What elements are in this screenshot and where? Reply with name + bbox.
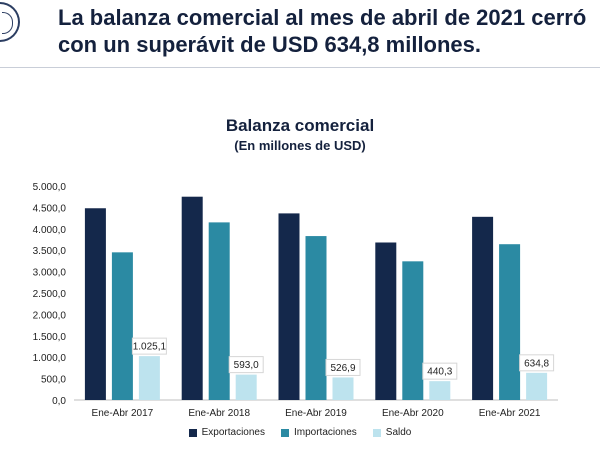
bar-exportaciones bbox=[84, 208, 106, 400]
bar-saldo bbox=[235, 374, 257, 400]
y-tick-label: 2.000,0 bbox=[33, 310, 67, 321]
y-tick-label: 5.000,0 bbox=[33, 182, 67, 193]
bar-importaciones bbox=[111, 252, 133, 400]
x-tick-label: Ene-Abr 2019 bbox=[285, 408, 347, 419]
bar-exportaciones bbox=[278, 213, 300, 400]
y-tick-label: 3.500,0 bbox=[33, 246, 67, 257]
y-tick-label: 0,0 bbox=[52, 396, 66, 407]
legend-item-saldo: Saldo bbox=[372, 427, 412, 438]
data-label: 526,9 bbox=[330, 363, 355, 374]
x-tick-label: Ene-Abr 2017 bbox=[92, 408, 154, 419]
data-label-box bbox=[325, 358, 361, 376]
legend-swatch-importaciones bbox=[280, 428, 289, 437]
legend-swatch-exportaciones bbox=[188, 428, 197, 437]
legend-label-saldo: Saldo bbox=[385, 427, 412, 438]
y-tick-label: 1.500,0 bbox=[33, 332, 67, 343]
y-tick-label: 2.500,0 bbox=[33, 289, 67, 300]
bar-exportaciones bbox=[181, 196, 203, 400]
y-tick-label: 3.000,0 bbox=[33, 268, 67, 279]
legend-item-importaciones: Importaciones bbox=[280, 427, 357, 438]
y-tick-label: 4.500,0 bbox=[33, 203, 67, 214]
chart-legend: Exportaciones Importaciones Saldo bbox=[0, 427, 600, 438]
bar-exportaciones bbox=[472, 216, 494, 400]
slide-headline: La balanza comercial al mes de abril de … bbox=[58, 5, 587, 57]
data-label: 1.025,1 bbox=[133, 342, 167, 353]
data-label: 440,3 bbox=[427, 367, 452, 378]
x-tick-label: Ene-Abr 2021 bbox=[479, 408, 541, 419]
bar-saldo bbox=[526, 372, 548, 400]
legend-item-exportaciones: Exportaciones bbox=[188, 427, 265, 438]
data-label-box bbox=[519, 354, 555, 372]
data-label-box bbox=[131, 337, 167, 355]
bar-saldo bbox=[138, 356, 160, 400]
chart-subtitle: (En millones de USD) bbox=[234, 138, 366, 153]
data-label: 634,8 bbox=[524, 358, 549, 369]
x-tick-label: Ene-Abr 2018 bbox=[188, 408, 250, 419]
x-tick-label: Ene-Abr 2020 bbox=[382, 408, 444, 419]
y-tick-label: 500,0 bbox=[41, 375, 66, 386]
bar-importaciones bbox=[499, 244, 521, 400]
slide-header: La balanza comercial al mes de abril de … bbox=[0, 0, 600, 64]
y-tick-label: 1.000,0 bbox=[33, 353, 67, 364]
legend-label-importaciones: Importaciones bbox=[293, 427, 357, 438]
bar-exportaciones bbox=[375, 242, 397, 400]
bar-importaciones bbox=[402, 261, 424, 400]
bar-importaciones bbox=[208, 222, 230, 400]
data-label: 593,0 bbox=[234, 360, 259, 371]
bar-saldo bbox=[332, 377, 354, 400]
y-tick-label: 4.000,0 bbox=[33, 225, 67, 236]
legend-swatch-saldo bbox=[372, 428, 381, 437]
bar-importaciones bbox=[305, 236, 327, 400]
bar-saldo bbox=[429, 381, 451, 400]
header-divider bbox=[0, 67, 600, 68]
data-label-box bbox=[228, 356, 264, 374]
data-label-box bbox=[422, 362, 458, 380]
chart-title: Balanza comercial bbox=[225, 116, 375, 135]
legend-label-exportaciones: Exportaciones bbox=[201, 427, 265, 438]
